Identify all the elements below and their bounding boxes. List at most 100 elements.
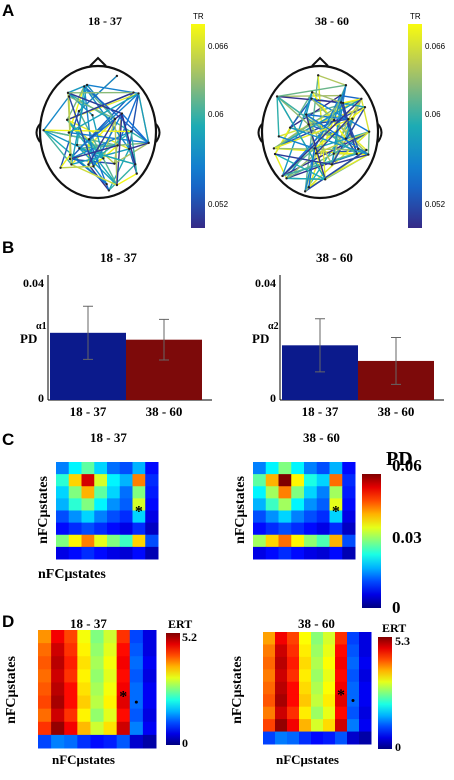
heatmap-cell xyxy=(119,510,133,524)
electrode-node xyxy=(355,152,358,156)
electrode-node xyxy=(332,152,335,155)
heatmap-cell xyxy=(311,669,324,683)
heatmap-cell xyxy=(347,706,360,720)
panel-b-title-right: 38 - 60 xyxy=(316,250,353,265)
heatmap-cell xyxy=(316,522,330,536)
heatmap-cell xyxy=(116,682,131,697)
heatmap-cell xyxy=(145,474,159,487)
heatmap-cell xyxy=(56,486,70,499)
network-edge xyxy=(315,131,370,155)
heatmap-cell xyxy=(51,669,65,683)
heatmap-cell xyxy=(299,632,312,645)
heatmap-cell xyxy=(142,643,157,657)
network-edge xyxy=(340,94,362,100)
electrode-node xyxy=(303,190,307,193)
tr-colorbar-title-right: TR xyxy=(410,12,421,21)
significance-star: * xyxy=(119,689,127,706)
heatmap-cell xyxy=(304,510,318,524)
network-edge xyxy=(276,96,280,137)
heatmap-cell xyxy=(347,681,360,695)
tr-colorbar-tick: 0.052 xyxy=(208,200,229,210)
heatmap-cell xyxy=(342,486,356,499)
network-edge xyxy=(277,94,341,98)
network-edge xyxy=(130,131,138,174)
electrode-node xyxy=(102,157,105,160)
electrode-node xyxy=(365,148,368,152)
heatmap-cell xyxy=(107,462,121,475)
heatmap-cell xyxy=(359,719,372,733)
electrode-node xyxy=(339,101,343,104)
heatmap-cell xyxy=(103,695,118,710)
panel-d-xlabel-right: nFCμstates xyxy=(276,752,339,767)
heatmap-cell xyxy=(335,644,348,658)
heatmap-cell xyxy=(68,462,82,475)
network-edge xyxy=(67,92,123,115)
significance-star: * xyxy=(135,504,143,521)
heatmap-cell xyxy=(77,695,91,710)
heatmap-cell xyxy=(311,656,324,670)
heatmap-cell xyxy=(56,546,70,560)
heatmap-cell xyxy=(342,522,356,536)
ert-colorbar-left xyxy=(166,633,180,745)
pd-colorbar-title: PD xyxy=(386,448,413,470)
electrode-node xyxy=(85,83,89,87)
heatmap-cell xyxy=(103,643,118,657)
electrode-node xyxy=(70,163,73,166)
heatmap-cell xyxy=(77,643,91,657)
panel-label-c: C xyxy=(2,430,15,449)
heatmap-cell xyxy=(253,546,267,560)
network-edge xyxy=(87,118,116,165)
heatmap-cell xyxy=(119,534,133,548)
electrode-node xyxy=(115,183,119,187)
heatmap-cell xyxy=(278,546,292,560)
heatmap-cell xyxy=(116,630,131,644)
heatmap-cell xyxy=(316,462,330,475)
heatmap-cell xyxy=(316,474,330,487)
heatmap-cell xyxy=(323,632,336,645)
network-edge xyxy=(281,92,313,177)
electrode-node xyxy=(304,113,308,116)
heatmap-cell xyxy=(329,474,343,487)
head-outline xyxy=(38,64,158,200)
heatmap-cell xyxy=(56,522,70,536)
heatmap-cell xyxy=(287,656,300,670)
heatmap-cell xyxy=(142,708,157,723)
electrode-node xyxy=(310,91,314,94)
y-axis-label: PD xyxy=(252,331,269,346)
electrode-node xyxy=(332,118,336,122)
network-edge xyxy=(311,97,370,133)
heatmap-cell xyxy=(129,708,144,723)
heatmap-cell xyxy=(81,510,95,524)
tr-colorbar-tick: 0.06 xyxy=(425,109,441,119)
heatmap-cell xyxy=(38,643,52,657)
heatmap-cell xyxy=(145,498,159,511)
network-edge xyxy=(367,131,370,155)
network-edge xyxy=(274,127,291,155)
electrode-node xyxy=(360,97,363,100)
heatmap-cell xyxy=(287,669,300,683)
heatmap-cell xyxy=(275,731,288,745)
network-edge xyxy=(116,113,123,186)
heatmap-cell xyxy=(68,546,82,560)
heatmap-cell xyxy=(129,669,144,683)
panel-c-xlabel: nFCμstates xyxy=(38,567,106,582)
heatmap-cell xyxy=(311,681,324,695)
heatmap-cell xyxy=(90,630,105,644)
heatmap-cell xyxy=(335,632,348,645)
heatmap-cell xyxy=(304,534,318,548)
heatmap-cell xyxy=(145,510,159,524)
heatmap-cell xyxy=(304,486,318,499)
heatmap-cell xyxy=(335,656,348,670)
electrode-node xyxy=(344,137,347,140)
heatmap-cell xyxy=(311,632,324,645)
electrode-node xyxy=(347,118,350,121)
electrode-node xyxy=(92,165,95,168)
network-edge xyxy=(276,96,326,180)
network-edge xyxy=(68,95,116,120)
network-edge xyxy=(59,154,71,169)
heatmap-cell xyxy=(81,474,95,487)
heatmap-cell xyxy=(68,522,82,536)
significance-star: * xyxy=(337,687,345,704)
electrode-node xyxy=(330,163,334,166)
heatmap-cell xyxy=(329,498,343,511)
